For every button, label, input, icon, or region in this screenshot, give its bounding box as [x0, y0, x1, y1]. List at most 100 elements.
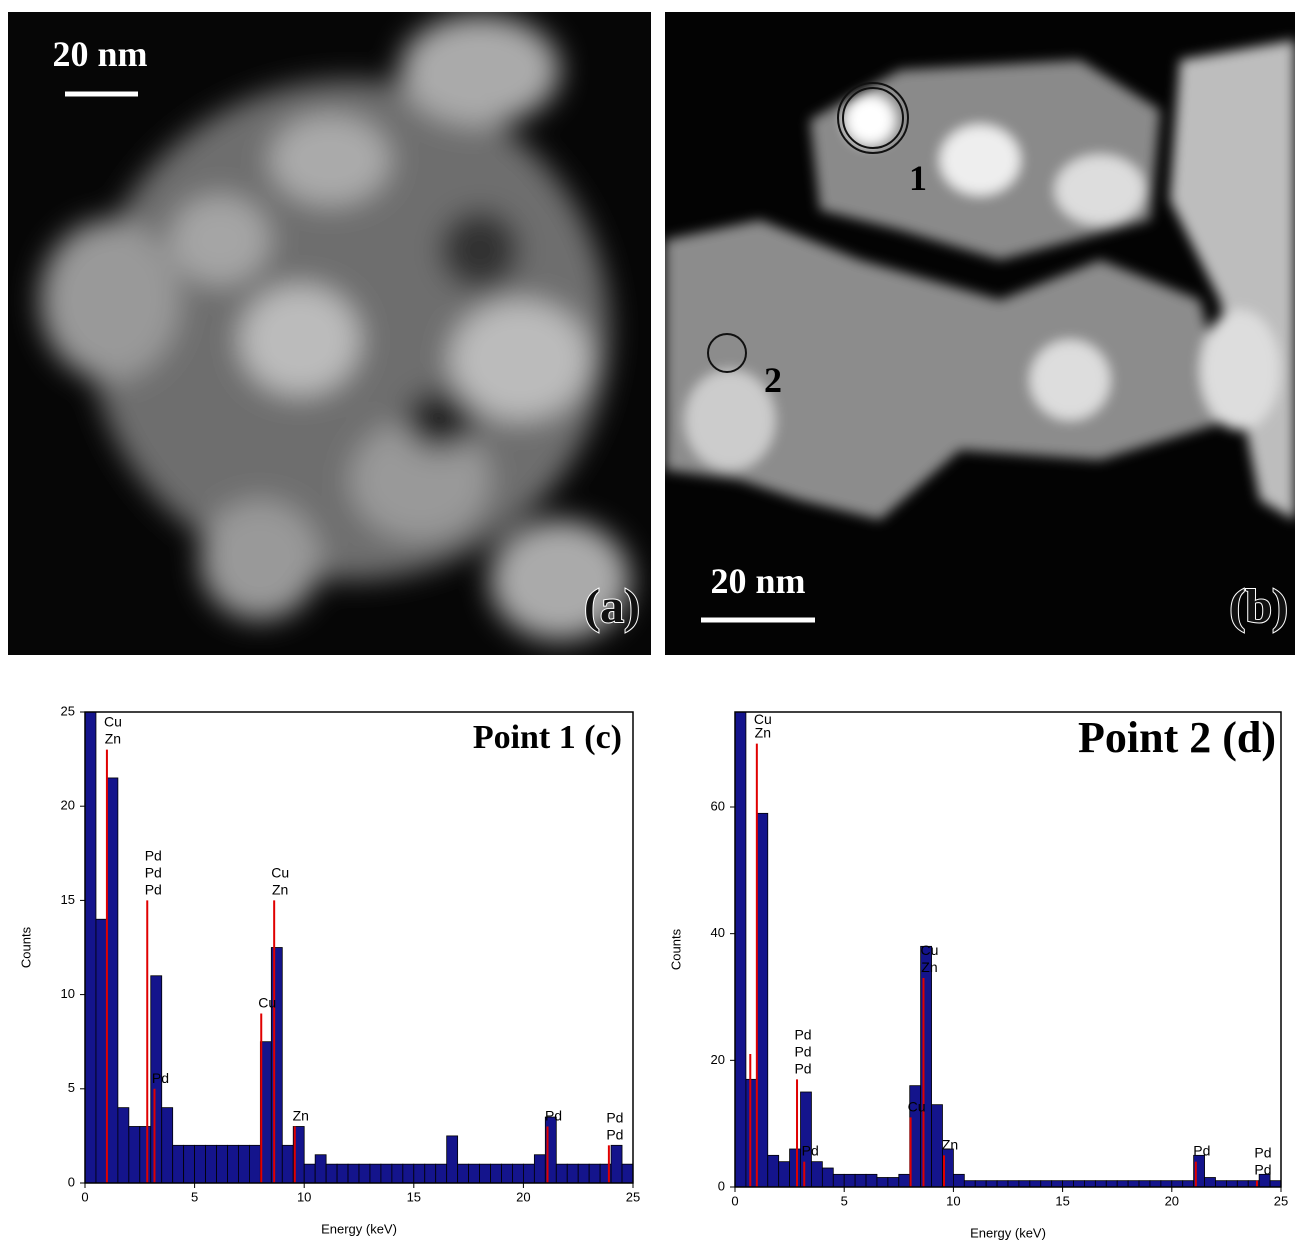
- scale-bar-label: 20 nm: [710, 561, 805, 601]
- peak-label: Cu: [104, 714, 122, 730]
- spectrum-bar: [227, 1145, 238, 1183]
- panel-label: (a): [584, 580, 640, 633]
- spectrum-bar: [337, 1164, 348, 1183]
- spectrum-bar: [735, 712, 746, 1187]
- spectrum-bar: [1161, 1181, 1172, 1187]
- panel-label: (b): [1229, 580, 1288, 633]
- peak-label: Cu: [258, 994, 276, 1010]
- spectrum-bar: [1128, 1181, 1139, 1187]
- spectrum-bar: [1117, 1181, 1128, 1187]
- spectrum-bar: [217, 1145, 228, 1183]
- spectrum-bar: [1172, 1181, 1183, 1187]
- scale-bar-label: 20 nm: [52, 34, 147, 74]
- spectrum-bar: [866, 1174, 877, 1187]
- y-tick-label: 10: [61, 986, 75, 1001]
- spectrum-bar: [1030, 1181, 1041, 1187]
- spectrum-chart: CuZnPdPdPdPdCuCuZnZnPdPdPd05101520250204…: [668, 711, 1291, 1240]
- y-tick-label: 60: [711, 798, 725, 813]
- spectrum-bar: [425, 1164, 436, 1183]
- spectrum-bar: [184, 1145, 195, 1183]
- x-tick-label: 10: [297, 1189, 311, 1204]
- peak-label: Pd: [545, 1107, 562, 1123]
- spectrum-bar: [414, 1164, 425, 1183]
- x-tick-label: 5: [191, 1189, 198, 1204]
- spectrum-bar: [206, 1145, 217, 1183]
- spectrum-bar: [1106, 1181, 1117, 1187]
- spectrum-bar: [1074, 1181, 1085, 1187]
- spectrum-bar: [932, 1105, 943, 1187]
- peak-label: Cu: [271, 864, 289, 880]
- spectrum-bar: [381, 1164, 392, 1183]
- spectrum-bar: [578, 1164, 589, 1183]
- spectrum-bar: [855, 1174, 866, 1187]
- peak-label: Pd: [794, 1026, 811, 1042]
- micrograph-b: 1 2 20 nm (b): [665, 12, 1295, 655]
- spectrum-bar: [249, 1145, 260, 1183]
- x-tick-label: 10: [946, 1193, 960, 1208]
- chart-title: Point 1 (c): [473, 719, 622, 756]
- spectrum-bar: [1052, 1181, 1063, 1187]
- spectrum-bar: [512, 1164, 523, 1183]
- peak-label: Pd: [145, 847, 162, 863]
- x-tick-label: 5: [841, 1193, 848, 1208]
- spectrum-bar: [822, 1168, 833, 1187]
- page: {"images": [ {"scale_bar": "20 nm", "lab…: [0, 0, 1295, 1241]
- x-axis-label: Energy (keV): [970, 1225, 1046, 1240]
- spectrum-bar: [359, 1164, 370, 1183]
- spectrum-bar: [85, 712, 96, 1183]
- x-tick-label: 0: [731, 1193, 738, 1208]
- spectrum-bar: [1205, 1178, 1216, 1188]
- x-tick-label: 25: [626, 1189, 640, 1204]
- spectrum-bar: [768, 1155, 779, 1187]
- y-tick-label: 0: [718, 1178, 725, 1193]
- spectrum-bar: [964, 1181, 975, 1187]
- peak-label: Pd: [606, 1126, 623, 1142]
- y-tick-label: 20: [711, 1052, 725, 1067]
- spectrum-bar: [997, 1181, 1008, 1187]
- point-label: 2: [764, 360, 782, 400]
- figure: 20 nm (a) 1 2 20 nm (b) CuZnPdPdPdPdCuCu…: [0, 0, 1295, 1241]
- spectrum-bar: [611, 1145, 622, 1183]
- peak-label: Pd: [794, 1043, 811, 1059]
- peak-label: Pd: [794, 1060, 811, 1076]
- spectrum-bar: [96, 919, 107, 1183]
- spectrum-bar: [238, 1145, 249, 1183]
- spectrum-bar: [877, 1178, 888, 1188]
- spectrum-bar: [1095, 1181, 1106, 1187]
- spectrum-bar: [986, 1181, 997, 1187]
- spectrum-bar: [392, 1164, 403, 1183]
- spectrum-bar: [458, 1164, 469, 1183]
- spectrum-bar: [1041, 1181, 1052, 1187]
- spectrum-bar: [1281, 1181, 1292, 1187]
- peak-label: Cu: [921, 942, 939, 958]
- spectrum-bar: [315, 1155, 326, 1183]
- spectrum-bar: [1226, 1181, 1237, 1187]
- peak-label: Pd: [606, 1109, 623, 1125]
- x-tick-label: 15: [1055, 1193, 1069, 1208]
- peak-label: Zn: [272, 881, 288, 897]
- spectrum-bar: [370, 1164, 381, 1183]
- peak-label: Pd: [145, 881, 162, 897]
- peak-label: Pd: [152, 1070, 169, 1086]
- y-tick-label: 5: [68, 1080, 75, 1095]
- spectrum-bar: [779, 1162, 790, 1187]
- peak-label: Pd: [1254, 1162, 1271, 1178]
- chart-title: Point 2 (d): [1078, 713, 1276, 762]
- peak-label: Pd: [1254, 1145, 1271, 1161]
- spectrum-bar: [801, 1092, 812, 1187]
- micrograph-a: 20 nm (a): [8, 12, 651, 655]
- spectrum-bar: [633, 1164, 644, 1183]
- y-tick-label: 0: [68, 1174, 75, 1189]
- spectrum-bar: [1063, 1181, 1074, 1187]
- spectrum: [735, 712, 1292, 1187]
- plot-frame: [735, 712, 1281, 1187]
- spectrum-bar: [271, 948, 282, 1184]
- spectrum-bar: [480, 1164, 491, 1183]
- spectrum-bar: [790, 1149, 801, 1187]
- spectrum-bar: [403, 1164, 414, 1183]
- spectrum-bar: [326, 1164, 337, 1183]
- peak-label: Zn: [105, 731, 121, 747]
- spectrum-bar: [304, 1164, 315, 1183]
- spectrum-bar: [1150, 1181, 1161, 1187]
